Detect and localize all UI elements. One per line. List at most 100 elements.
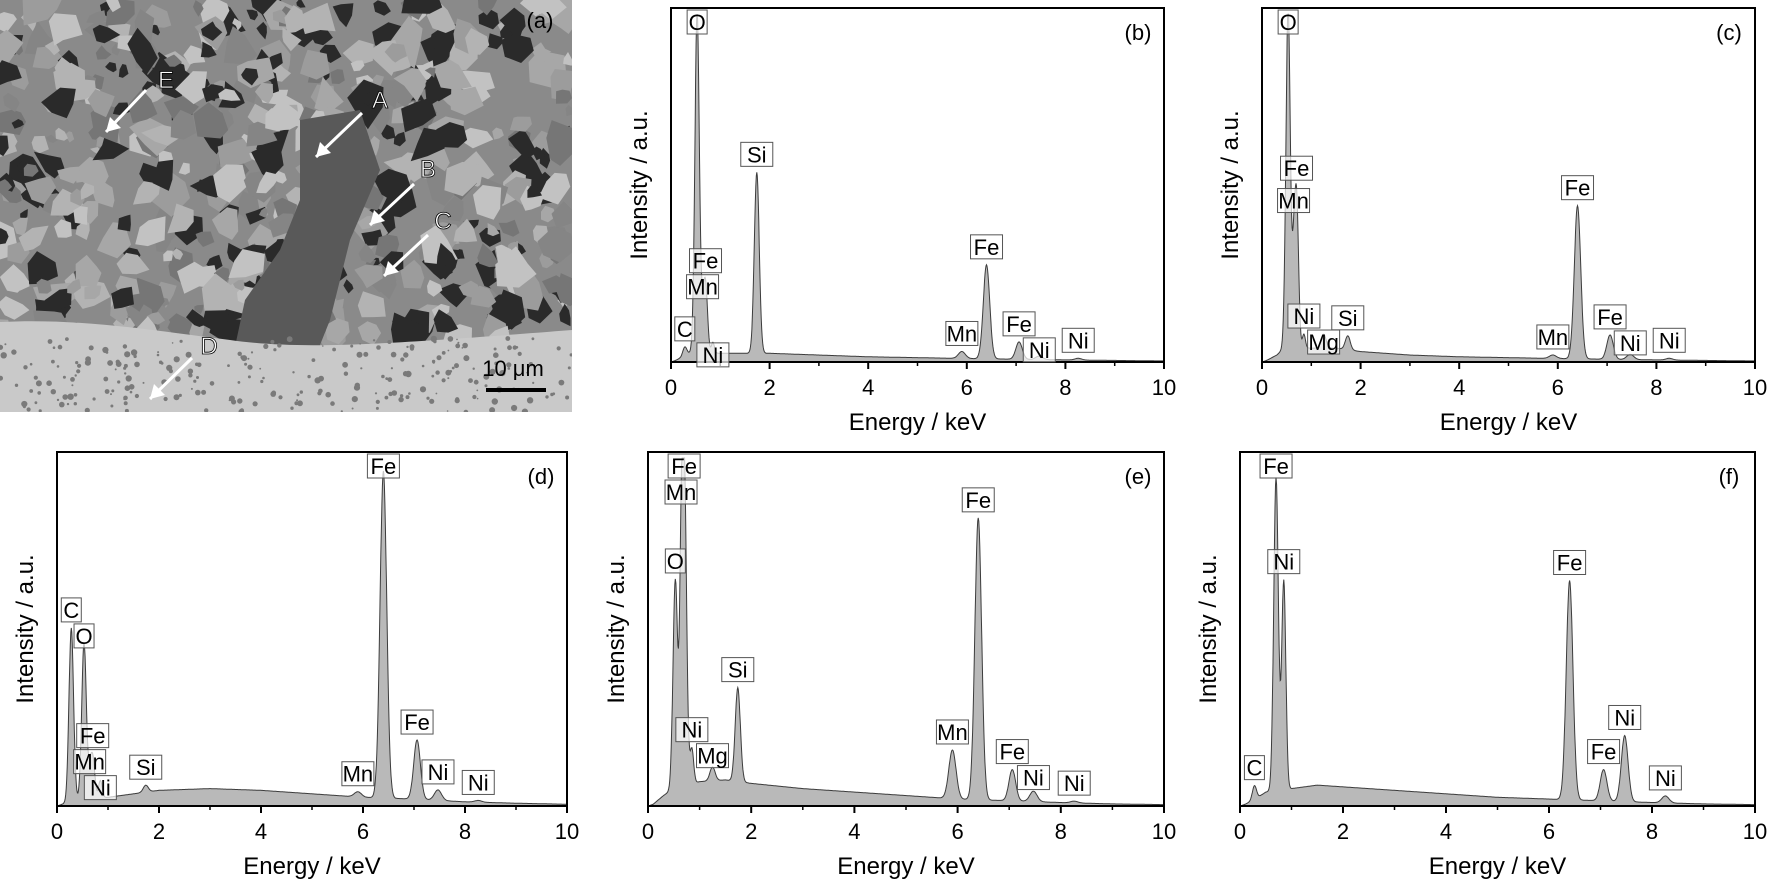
svg-text:Mn: Mn <box>74 750 105 775</box>
peak-label: Fe <box>1587 739 1621 765</box>
svg-text:Fe: Fe <box>80 724 106 749</box>
svg-text:Si: Si <box>728 658 748 683</box>
svg-text:Ni: Ni <box>1068 328 1089 353</box>
panel-label-b: (b) <box>1125 20 1152 45</box>
x-axis-label: Energy / keV <box>837 853 974 880</box>
peak-label: O <box>73 623 95 649</box>
svg-text:Si: Si <box>1338 306 1358 331</box>
spectrum-area <box>1241 477 1755 806</box>
svg-text:Fe: Fe <box>1591 740 1617 765</box>
spectrum-area <box>672 14 1164 362</box>
svg-text:Mg: Mg <box>1308 330 1339 355</box>
peak-label: Mn <box>341 761 375 787</box>
svg-text:Mn: Mn <box>687 275 718 300</box>
peak-label: Mn <box>686 274 720 300</box>
svg-text:Ni: Ni <box>1655 766 1676 791</box>
x-tick-label: 4 <box>862 375 874 400</box>
svg-text:Mn: Mn <box>947 321 978 346</box>
peak-label: O <box>1277 9 1299 35</box>
panel-label-c: (c) <box>1716 20 1742 45</box>
spectrum-panel-e: 0 2 4 6 8 10 Energy / keV Intensity / a.u. (e) Fe… <box>603 451 1176 880</box>
svg-text:Fe: Fe <box>404 710 430 735</box>
arrow-B: B <box>368 156 436 227</box>
peak-label: Mn <box>1277 188 1311 214</box>
x-tick-label: 8 <box>1059 375 1071 400</box>
peak-label: Ni <box>696 342 730 368</box>
x-tick-label: 4 <box>1453 375 1465 400</box>
x-tick-label: 6 <box>1543 819 1555 844</box>
x-tick-label: 0 <box>1256 375 1268 400</box>
x-tick-label: 6 <box>1552 375 1564 400</box>
x-tick-label: 10 <box>1743 819 1767 844</box>
svg-text:Fe: Fe <box>1284 156 1310 181</box>
peak-label: Ni <box>1648 765 1682 791</box>
x-tick-label: 2 <box>1354 375 1366 400</box>
spectrum-line <box>648 457 1164 807</box>
peak-label: Si <box>129 754 163 780</box>
x-tick-label: 6 <box>951 819 963 844</box>
peak-label: Mn <box>664 479 698 505</box>
x-tick-label: 10 <box>1152 819 1176 844</box>
svg-text:Si: Si <box>136 755 156 780</box>
svg-text:Fe: Fe <box>1263 454 1289 479</box>
y-axis-label: Intensity / a.u. <box>1217 110 1244 259</box>
svg-text:O: O <box>689 10 706 35</box>
peak-label: Ni <box>1613 330 1647 356</box>
scale-bar-label: 10 μm <box>482 356 544 381</box>
arrow-C: C <box>382 208 452 278</box>
marker-D: D <box>200 333 217 360</box>
svg-text:Ni: Ni <box>1029 338 1050 363</box>
svg-text:Mn: Mn <box>1278 189 1309 214</box>
y-axis-label: Intensity / a.u. <box>1195 554 1222 703</box>
peak-label: O <box>686 9 708 35</box>
svg-text:Fe: Fe <box>999 740 1025 765</box>
peak-label: Fe <box>1002 311 1036 337</box>
peak-label: C <box>674 316 696 342</box>
svg-text:Ni: Ni <box>1659 328 1680 353</box>
peak-label: Mn <box>935 719 969 745</box>
arrow-A: A <box>314 87 388 159</box>
svg-text:Fe: Fe <box>1565 176 1591 201</box>
bright-substrate <box>0 321 572 412</box>
svg-text:Ni: Ni <box>428 760 449 785</box>
svg-text:Fe: Fe <box>974 235 1000 260</box>
svg-text:Fe: Fe <box>1557 550 1583 575</box>
peak-label: Mn <box>1536 324 1570 350</box>
x-axis-label: Energy / keV <box>849 409 986 436</box>
x-tick-label: 6 <box>357 819 369 844</box>
svg-text:Fe: Fe <box>371 454 397 479</box>
marker-A: A <box>372 87 388 114</box>
marker-E: E <box>158 67 174 94</box>
svg-text:C: C <box>1246 756 1262 781</box>
peak-label: Fe <box>1561 175 1595 201</box>
peak-label: Fe <box>366 453 400 479</box>
peak-label: Fe <box>689 248 723 274</box>
x-tick-label: 0 <box>1234 819 1246 844</box>
panel-label-d: (d) <box>528 464 555 489</box>
peak-label: C <box>60 597 82 623</box>
peak-label: Fe <box>1593 304 1627 330</box>
svg-text:Fe: Fe <box>1006 312 1032 337</box>
spectrum-line <box>1240 477 1755 807</box>
spectrum-panel-c: 0 2 4 6 8 10 Energy / keV Intensity / a.u. (c) O F… <box>1217 7 1767 436</box>
peak-label: Ni <box>1061 327 1095 353</box>
peak-label: Ni <box>1267 549 1301 575</box>
x-tick-label: 4 <box>848 819 860 844</box>
peak-label: Ni <box>1016 765 1050 791</box>
svg-text:Ni: Ni <box>1620 331 1641 356</box>
plot-frame <box>1239 451 1756 807</box>
peak-label: Ni <box>1057 770 1091 796</box>
peak-label: Fe <box>76 723 110 749</box>
peak-label: C <box>1243 755 1265 781</box>
x-axis-label: Energy / keV <box>1429 853 1566 880</box>
peak-label: Ni <box>1022 337 1056 363</box>
x-tick-label: 4 <box>255 819 267 844</box>
spectrum-line <box>1262 12 1755 363</box>
x-tick-label: 8 <box>1650 375 1662 400</box>
svg-text:Ni: Ni <box>468 770 489 795</box>
x-axis-label: Energy / keV <box>1440 409 1577 436</box>
dark-phase-region <box>230 110 380 405</box>
peak-label: Fe <box>1553 549 1587 575</box>
